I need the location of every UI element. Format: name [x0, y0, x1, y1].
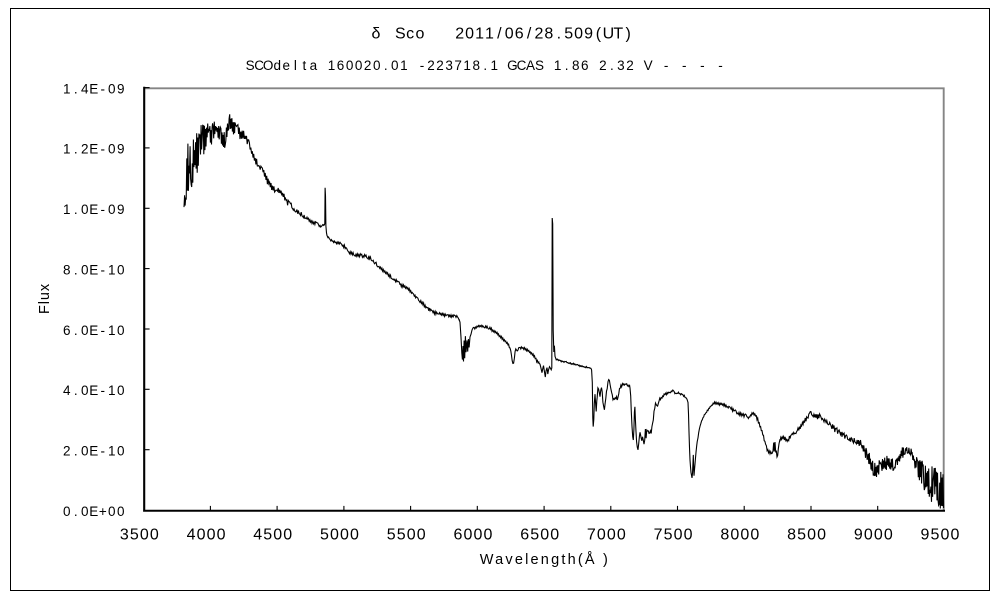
svg-text:3500: 3500	[120, 527, 159, 544]
svg-text:5500: 5500	[387, 527, 426, 544]
svg-text:9500: 9500	[921, 527, 960, 544]
svg-text:8000: 8000	[720, 527, 759, 544]
svg-text:SCOdelta 160020.01 -223718.1 G: SCOdelta 160020.01 -223718.1 GCAS 1.86 2…	[246, 58, 723, 73]
svg-text:Wavelength(Å ): Wavelength(Å )	[480, 551, 610, 568]
svg-text:Flux: Flux	[37, 283, 53, 314]
svg-text:9000: 9000	[854, 527, 893, 544]
svg-text:6000: 6000	[453, 527, 492, 544]
svg-text:7000: 7000	[587, 527, 626, 544]
svg-text:4000: 4000	[187, 527, 226, 544]
svg-text:8500: 8500	[787, 527, 826, 544]
svg-text:4500: 4500	[253, 527, 292, 544]
svg-text:5000: 5000	[320, 527, 359, 544]
svg-text:Sco: Sco	[395, 26, 425, 43]
svg-text:δ: δ	[371, 26, 380, 43]
svg-text:2011/06/28.509(UT): 2011/06/28.509(UT)	[455, 26, 631, 43]
svg-text:6500: 6500	[520, 527, 559, 544]
svg-text:7500: 7500	[654, 527, 693, 544]
